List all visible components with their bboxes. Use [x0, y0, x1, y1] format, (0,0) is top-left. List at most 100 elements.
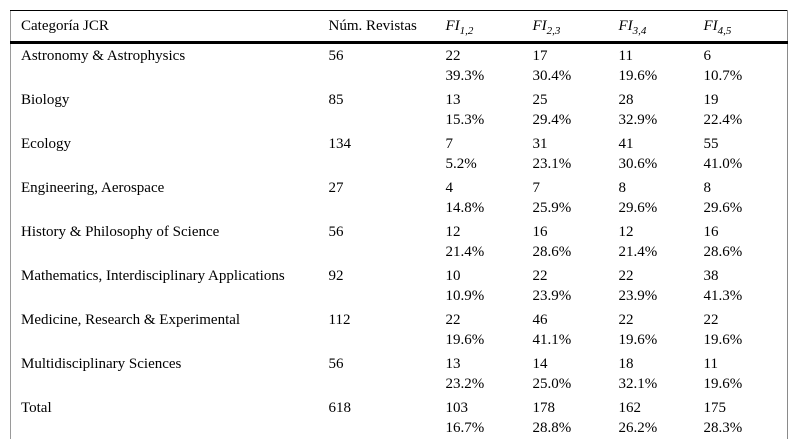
- category-cell: Medicine, Research & Experimental: [11, 308, 329, 352]
- fi-count: 16: [532, 224, 548, 240]
- table-header: Categoría JCR Núm. Revistas FI1,2 FI2,3 …: [10, 10, 788, 44]
- fi-percent: 23.9%: [532, 288, 572, 304]
- fi-symbol: FI: [445, 17, 460, 34]
- fi-count: 12: [445, 224, 461, 240]
- fi-count: 10: [445, 268, 461, 284]
- fi-cell: 22 23.9%: [619, 264, 704, 308]
- fi-percent: 28.3%: [703, 420, 743, 436]
- table-row: Multidisciplinary Sciences 56 13 23.2% 1…: [11, 352, 788, 396]
- fi-percent: 32.9%: [618, 112, 658, 128]
- fi-cell: 41 30.6%: [619, 132, 704, 176]
- fi-symbol: FI: [618, 17, 633, 34]
- fi-count: 175: [703, 400, 727, 416]
- fi-percent: 26.2%: [618, 420, 658, 436]
- fi-count: 6: [703, 48, 712, 64]
- col-header-fi-3-4: FI3,4: [618, 10, 704, 44]
- num-cell: 618: [329, 396, 446, 439]
- fi-count: 11: [703, 356, 718, 372]
- fi-cell: 8 29.6%: [619, 176, 704, 220]
- col-header-label: Núm. Revistas: [328, 17, 417, 34]
- fi-cell: 11 19.6%: [619, 43, 704, 89]
- fi-cell: 6 10.7%: [704, 43, 788, 89]
- fi-count: 13: [445, 92, 461, 108]
- fi-cell: 11 19.6%: [704, 352, 788, 396]
- table-row: Mathematics, Interdisciplinary Applicati…: [11, 264, 788, 308]
- num-revistas-value: 92: [328, 268, 344, 284]
- fi-percent: 23.2%: [445, 376, 485, 392]
- fi-cell: 55 41.0%: [704, 132, 788, 176]
- num-cell: 92: [329, 264, 446, 308]
- fi-count: 22: [445, 312, 461, 328]
- fi-cell: 12 21.4%: [446, 220, 533, 264]
- num-cell: 56: [329, 352, 446, 396]
- category-cell: Multidisciplinary Sciences: [11, 352, 329, 396]
- col-header-fi-4-5: FI4,5: [703, 10, 788, 44]
- fi-count: 55: [703, 136, 719, 152]
- fi-count: 17: [532, 48, 548, 64]
- table-row: Engineering, Aerospace 27 4 14.8% 7 25.9…: [11, 176, 788, 220]
- fi-cell: 22 39.3%: [446, 43, 533, 89]
- fi-cell: 28 32.9%: [619, 88, 704, 132]
- fi-percent: 10.7%: [703, 68, 743, 84]
- fi-cell: 22 19.6%: [446, 308, 533, 352]
- fi-count: 12: [618, 224, 634, 240]
- fi-cell: 22 19.6%: [619, 308, 704, 352]
- table-body: Astronomy & Astrophysics 56 22 39.3% 17 …: [11, 43, 788, 439]
- fi-percent: 41.3%: [703, 288, 743, 304]
- fi-percent: 19.6%: [445, 332, 485, 348]
- fi-cell: 31 23.1%: [533, 132, 619, 176]
- category-cell: Total: [11, 396, 329, 439]
- fi-percent: 15.3%: [445, 112, 485, 128]
- num-revistas-value: 112: [328, 312, 351, 328]
- col-header-categoria-jcr: Categoría JCR: [10, 10, 329, 44]
- fi-percent: 28.8%: [532, 420, 572, 436]
- num-cell: 27: [329, 176, 446, 220]
- num-cell: 56: [329, 43, 446, 89]
- header-row: Categoría JCR Núm. Revistas FI1,2 FI2,3 …: [10, 10, 788, 44]
- num-revistas-value: 56: [328, 224, 344, 240]
- fi-cell: 18 32.1%: [619, 352, 704, 396]
- category-label: Astronomy & Astrophysics: [21, 48, 186, 64]
- fi-count: 22: [618, 268, 634, 284]
- fi-cell: 22 19.6%: [704, 308, 788, 352]
- num-cell: 56: [329, 220, 446, 264]
- fi-percent: 23.1%: [532, 156, 572, 172]
- fi-cell: 10 10.9%: [446, 264, 533, 308]
- fi-count: 22: [618, 312, 634, 328]
- fi-percent: 29.6%: [703, 200, 743, 216]
- fi-percent: 14.8%: [445, 200, 485, 216]
- fi-count: 103: [445, 400, 469, 416]
- table-row: Medicine, Research & Experimental 112 22…: [11, 308, 788, 352]
- fi-cell: 162 26.2%: [619, 396, 704, 439]
- col-header-fi-2-3: FI2,3: [532, 10, 619, 44]
- fi-count: 41: [618, 136, 634, 152]
- fi-percent: 39.3%: [445, 68, 485, 84]
- num-revistas-value: 134: [328, 136, 352, 152]
- fi-count: 8: [618, 180, 627, 196]
- fi-percent: 16.7%: [445, 420, 485, 436]
- table-row: Total 618 103 16.7% 178 28.8% 162 26.2% …: [11, 396, 788, 439]
- fi-count: 18: [618, 356, 634, 372]
- fi-percent: 19.6%: [703, 332, 743, 348]
- fi-count: 31: [532, 136, 548, 152]
- fi-cell: 13 23.2%: [446, 352, 533, 396]
- fi-count: 38: [703, 268, 719, 284]
- fi-count: 22: [532, 268, 548, 284]
- category-label: Medicine, Research & Experimental: [21, 312, 241, 328]
- num-revistas-value: 27: [328, 180, 344, 196]
- fi-percent: 19.6%: [703, 376, 743, 392]
- num-revistas-value: 56: [328, 48, 344, 64]
- num-revistas-value: 85: [328, 92, 344, 108]
- category-label: History & Philosophy of Science: [21, 224, 220, 240]
- fi-count: 25: [532, 92, 548, 108]
- fi-count: 46: [532, 312, 548, 328]
- fi-count: 178: [532, 400, 556, 416]
- fi-cell: 19 22.4%: [704, 88, 788, 132]
- num-cell: 112: [329, 308, 446, 352]
- category-label: Biology: [21, 92, 70, 108]
- category-cell: Biology: [11, 88, 329, 132]
- fi-percent: 28.6%: [532, 244, 572, 260]
- fi-percent: 19.6%: [618, 68, 658, 84]
- fi-percent: 41.0%: [703, 156, 743, 172]
- fi-percent: 5.2%: [445, 156, 477, 172]
